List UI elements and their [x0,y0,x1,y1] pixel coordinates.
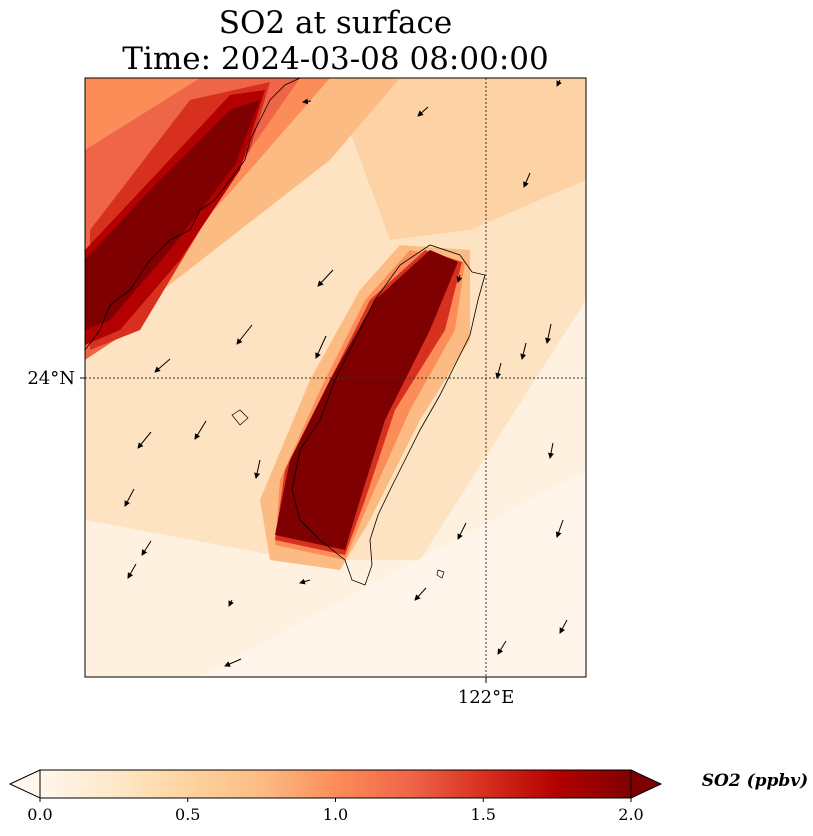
so2-field [85,78,586,677]
penghu-island [231,409,249,426]
colorbar-tick-label: 1.0 [323,805,348,824]
map-subtitle: Time: 2024-03-08 08:00:00 [122,41,549,77]
lon-tick-label: 122°E [458,687,515,708]
colorbar-gradient [40,770,631,798]
colorbar: 0.0 0.5 1.0 1.5 2.0 SO2 (ppbv) [8,769,808,824]
wind-vectors [124,79,568,667]
colorbar-tick-label: 2.0 [618,805,643,824]
colorbar-ticks: 0.0 0.5 1.0 1.5 2.0 [27,798,644,824]
colorbar-tick-label: 0.5 [175,805,200,824]
colorbar-label: SO2 (ppbv) [702,771,808,791]
china-coastline [85,78,301,351]
green-island [436,569,445,579]
colorbar-tick-label: 0.0 [27,805,52,824]
colorbar-tick-label: 1.5 [471,805,496,824]
lat-tick-label: 24°N [27,368,75,389]
map-title: SO2 at surface [218,5,453,41]
colorbar-extend-min [8,769,41,799]
taiwan-coastline [291,244,486,586]
colorbar-extend-max [630,769,663,799]
